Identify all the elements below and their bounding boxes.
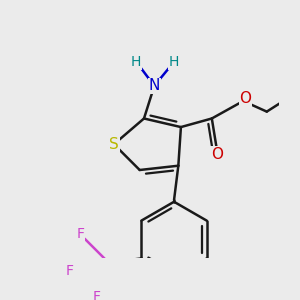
Text: O: O — [211, 147, 223, 162]
Text: F: F — [76, 227, 84, 242]
Text: N: N — [148, 78, 160, 93]
Text: O: O — [239, 91, 251, 106]
Text: F: F — [65, 264, 73, 278]
Text: S: S — [109, 137, 119, 152]
Text: H: H — [169, 55, 179, 69]
Text: H: H — [131, 55, 141, 69]
Text: F: F — [93, 290, 101, 300]
